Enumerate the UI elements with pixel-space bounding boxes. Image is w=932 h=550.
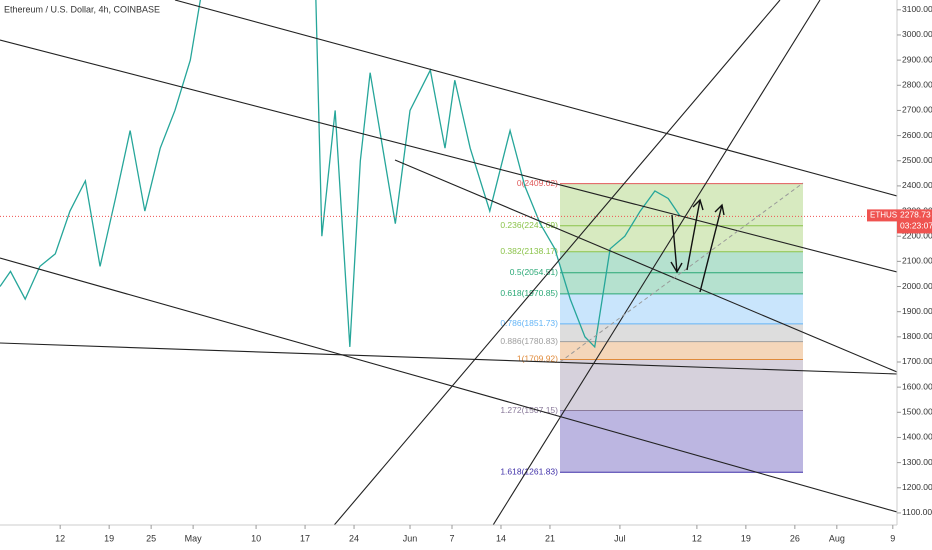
fib-zone	[560, 341, 803, 360]
x-tick-label: 17	[300, 533, 310, 543]
x-tick-label: 25	[146, 533, 156, 543]
y-tick-label: 1700.00	[902, 356, 932, 366]
y-tick-label: 1900.00	[902, 306, 932, 316]
y-tick-label: 2700.00	[902, 105, 932, 115]
y-tick-label: 2600.00	[902, 130, 932, 140]
y-tick-label: 1300.00	[902, 457, 932, 467]
x-tick-label: 24	[349, 533, 359, 543]
trend-line	[492, 0, 821, 525]
countdown-label: 03:23:07	[900, 221, 932, 231]
fib-zone	[560, 293, 803, 324]
y-tick-label: 2500.00	[902, 155, 932, 165]
x-tick-label: 19	[741, 533, 751, 543]
fib-zone	[560, 251, 803, 273]
trend-line	[394, 159, 897, 373]
trend-line	[174, 0, 897, 197]
axes: 1100.00 1200.00 1300.00 1400.00 1500.00 1600.…	[55, 4, 932, 543]
fib-retracement: 0(2409.02) 0.236(2241.69) 0.382(2138.17) 0.…	[500, 178, 803, 476]
x-tick-label: May	[185, 533, 203, 543]
x-tick-label: Jul	[614, 533, 626, 543]
y-tick-label: 2900.00	[902, 54, 932, 64]
y-tick-label: 3100.00	[902, 4, 932, 14]
y-tick-label: 2400.00	[902, 180, 932, 190]
y-tick-label: 2200.00	[902, 230, 932, 240]
fib-label: 0.5(2054.51)	[510, 267, 558, 277]
trend-line	[0, 342, 897, 375]
symbol-label: ETHUSD	[870, 211, 903, 220]
fib-label: 0(2409.02)	[517, 178, 558, 188]
fib-zone	[560, 183, 803, 226]
x-tick-label: 9	[890, 533, 895, 543]
y-tick-label: 3000.00	[902, 29, 932, 39]
x-tick-label: 14	[496, 533, 506, 543]
trend-line	[0, 257, 897, 513]
y-tick-label: 1200.00	[902, 482, 932, 492]
y-tick-label: 2100.00	[902, 256, 932, 266]
fib-label: 0.786(1851.73)	[500, 318, 558, 328]
fib-label: 0.236(2241.69)	[500, 220, 558, 230]
x-tick-label: 21	[545, 533, 555, 543]
trend-line	[333, 0, 781, 525]
price-badge	[897, 209, 932, 234]
fib-label: 1.618(1261.83)	[500, 466, 558, 476]
price-line	[0, 0, 681, 349]
fib-zone	[560, 323, 803, 342]
arrow	[699, 203, 725, 293]
drawings	[0, 0, 897, 525]
fib-zone	[560, 272, 803, 294]
fib-zone	[560, 359, 803, 411]
y-tick-label: 1600.00	[902, 381, 932, 391]
chart-title: Ethereum / U.S. Dollar, 4h, COINBASE	[4, 4, 160, 14]
x-tick-label: 19	[104, 533, 114, 543]
y-tick-label: 2000.00	[902, 281, 932, 291]
x-tick-label: Jun	[403, 533, 418, 543]
price-badge	[867, 209, 897, 222]
fib-label: 1.272(1507.15)	[500, 405, 558, 415]
fib-trend	[559, 182, 804, 363]
x-tick-label: 7	[449, 533, 454, 543]
fib-zone	[560, 225, 803, 252]
arrow	[686, 198, 704, 271]
last-price-label: 2278.73	[900, 210, 931, 220]
x-tick-label: 26	[790, 533, 800, 543]
y-tick-label: 1100.00	[902, 507, 932, 517]
x-tick-label: 12	[55, 533, 65, 543]
fib-zone	[560, 410, 803, 473]
y-tick-label: 2800.00	[902, 80, 932, 90]
fib-label: 1(1709.92)	[517, 354, 558, 364]
y-tick-label: 1400.00	[902, 432, 932, 442]
x-tick-label: 10	[251, 533, 261, 543]
price-layer	[0, 0, 897, 349]
arrow	[670, 214, 683, 274]
trend-line	[0, 39, 897, 273]
fib-label: 0.618(1970.85)	[500, 288, 558, 298]
x-tick-label: Aug	[829, 533, 845, 543]
y-tick-label: 1800.00	[902, 331, 932, 341]
y-tick-label: 1500.00	[902, 407, 932, 417]
x-tick-label: 12	[692, 533, 702, 543]
fib-label: 0.382(2138.17)	[500, 246, 558, 256]
fib-label: 0.886(1780.83)	[500, 336, 558, 346]
